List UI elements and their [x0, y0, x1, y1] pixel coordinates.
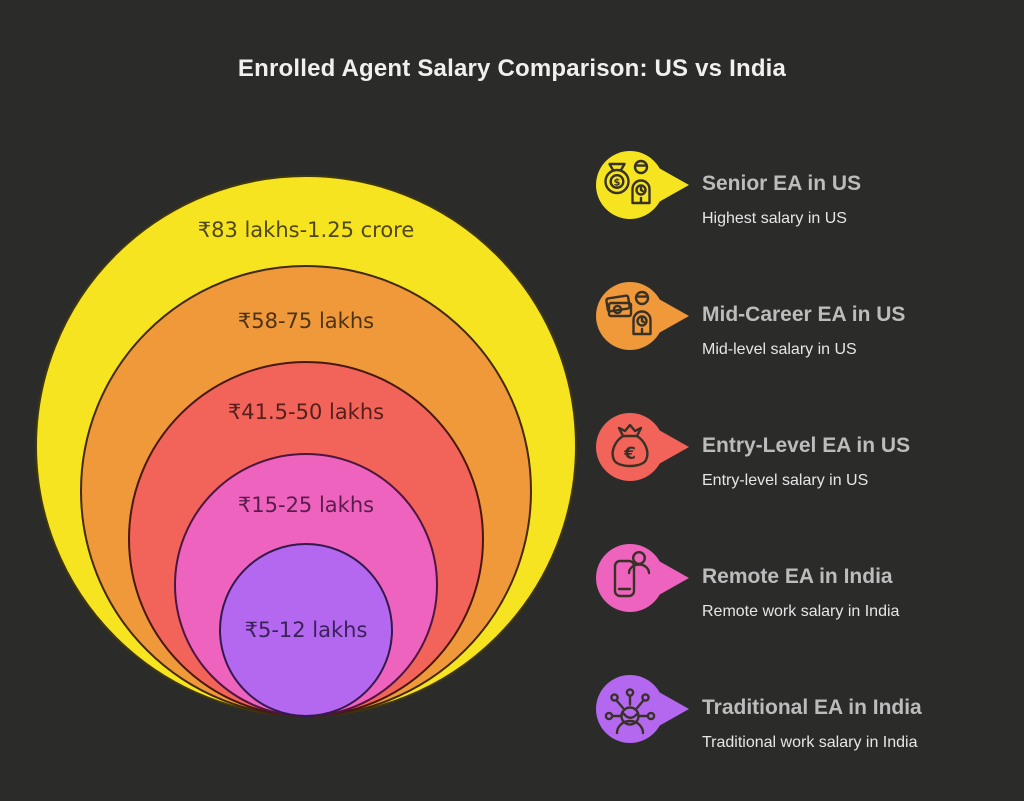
legend-bubble-yellow: $: [596, 151, 689, 219]
legend-item-subtitle: Mid-level salary in US: [702, 341, 857, 358]
speech-bubble-circle: [596, 544, 664, 612]
legend-item-title: Mid-Career EA in US: [702, 303, 906, 326]
legend-text-block: Senior EA in US Highest salary in US: [702, 147, 861, 229]
dollar-glyph: $: [614, 178, 621, 189]
ring-circle-traditional-ea-india: [219, 543, 393, 717]
legend: $ Senior EA in US Highest salary in US: [596, 147, 1020, 751]
legend-item-title: Remote EA in India: [702, 565, 893, 588]
legend-item-senior-ea-us: $ Senior EA in US Highest salary in US: [596, 147, 1020, 227]
ring-label-remote-ea-india: ₹15-25 lakhs: [238, 493, 374, 517]
legend-item-title: Senior EA in US: [702, 172, 862, 195]
euro-glyph: €: [623, 444, 636, 464]
legend-item-title: Traditional EA in India: [702, 696, 922, 719]
legend-item-entry-level-ea-us: € Entry-Level EA in US Entry-level salar…: [596, 409, 1020, 489]
legend-text-block: Entry-Level EA in US Entry-level salary …: [702, 409, 910, 491]
ring-label-traditional-ea-india: ₹5-12 lakhs: [245, 618, 368, 642]
legend-item-subtitle: Traditional work salary in India: [702, 734, 918, 751]
legend-item-mid-career-ea-us: Mid-Career EA in US Mid-level salary in …: [596, 278, 1020, 358]
ring-label-entry-level-ea-us: ₹41.5-50 lakhs: [228, 400, 384, 424]
ring-label-mid-career-ea-us: ₹58-75 lakhs: [238, 309, 374, 333]
speech-bubble-circle: [596, 675, 664, 743]
money-bag-dollar-person-icon: [604, 159, 651, 205]
legend-item-subtitle: Remote work salary in India: [702, 603, 900, 620]
legend-bubble-purple: [596, 675, 689, 743]
legend-bubble-pink: [596, 544, 689, 612]
legend-bubble-red: €: [596, 413, 689, 481]
money-bag-euro-icon: [611, 423, 649, 468]
legend-text-block: Mid-Career EA in US Mid-level salary in …: [702, 278, 905, 360]
ring-label-senior-ea-us: ₹83 lakhs-1.25 crore: [198, 218, 415, 242]
legend-item-traditional-ea-india: Traditional EA in India Traditional work…: [596, 671, 1020, 751]
legend-item-subtitle: Entry-level salary in US: [702, 472, 869, 489]
legend-item-remote-ea-india: Remote EA in India Remote work salary in…: [596, 540, 1020, 620]
legend-text-block: Remote EA in India Remote work salary in…: [702, 540, 899, 622]
legend-text-block: Traditional EA in India Traditional work…: [702, 671, 922, 753]
wallet-person-icon: [605, 290, 652, 336]
legend-item-title: Entry-Level EA in US: [702, 434, 911, 457]
legend-bubble-orange: [596, 282, 689, 350]
network-person-icon: [604, 688, 656, 735]
phone-person-icon: [613, 550, 651, 598]
legend-item-subtitle: Highest salary in US: [702, 210, 847, 227]
speech-bubble-circle: [596, 413, 664, 481]
page-title: Enrolled Agent Salary Comparison: US vs …: [237, 55, 787, 82]
